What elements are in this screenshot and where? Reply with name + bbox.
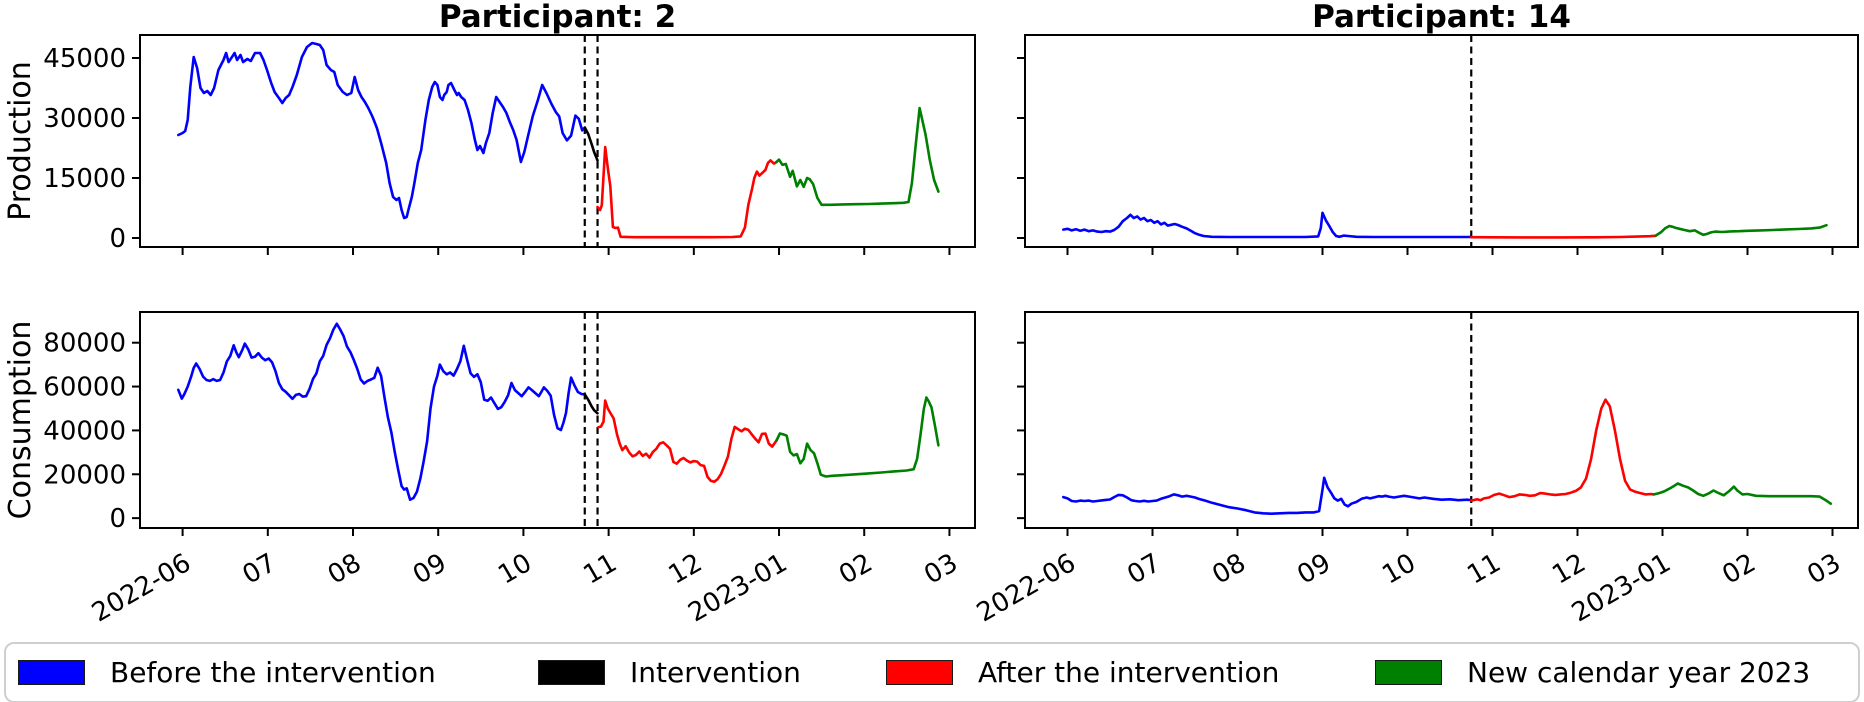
x-tick-label: 10 — [493, 548, 537, 591]
legend-item-new-year-2023: New calendar year 2023 — [1375, 656, 1810, 690]
panel-title-participant-2: Participant: 2 — [438, 0, 677, 35]
y-tick-label: 15000 — [43, 164, 126, 194]
x-tick-label: 2022-06 — [972, 548, 1081, 628]
legend-swatch-green — [1375, 660, 1442, 685]
legend-label: New calendar year 2023 — [1467, 656, 1811, 689]
x-tick-label: 03 — [919, 548, 963, 591]
series-after-the-intervention — [596, 145, 778, 239]
y-tick-label: 80000 — [43, 329, 126, 359]
x-tick-label: 10 — [1377, 548, 1421, 591]
x-tick-label: 07 — [238, 548, 282, 591]
production-plot-participant-14 — [1017, 34, 1859, 255]
axes-frame — [139, 34, 976, 248]
panel-title-participant-14: Participant: 14 — [1312, 0, 1571, 35]
x-tick-label: 11 — [1462, 548, 1506, 591]
y-tick-label: 20000 — [43, 460, 126, 490]
legend: Before the intervention Intervention Aft… — [4, 642, 1860, 702]
x-tick-label: 2022-06 — [87, 548, 196, 628]
series-after-the-intervention — [597, 399, 778, 483]
series-new-calendar-year-2023 — [775, 396, 940, 478]
legend-label: Intervention — [630, 656, 801, 689]
series-after-the-intervention — [1469, 398, 1656, 502]
series-intervention — [583, 126, 599, 162]
x-tick-label: 11 — [578, 548, 622, 591]
x-tick-label: 2023-01 — [1567, 548, 1676, 628]
series-before-the-intervention — [176, 41, 587, 220]
axes-frame — [1024, 311, 1859, 529]
y-tick-label: 30000 — [43, 104, 126, 134]
x-tick-label: 12 — [664, 548, 708, 591]
production-plot-participant-2: 0 15000 30000 45000 — [43, 34, 976, 255]
legend-item-after-intervention: After the intervention — [886, 656, 1279, 690]
y-axis-label-consumption: Consumption — [3, 320, 38, 520]
legend-label: After the intervention — [978, 656, 1280, 689]
x-tick-label: 09 — [408, 548, 452, 591]
series-new-calendar-year-2023 — [775, 106, 940, 207]
x-tick-label: 02 — [834, 548, 878, 591]
x-tick-label: 03 — [1802, 548, 1846, 591]
series-after-the-intervention — [1469, 234, 1658, 239]
series-before-the-intervention — [176, 322, 587, 501]
legend-label: Before the intervention — [110, 656, 436, 689]
legend-item-before-intervention: Before the intervention — [18, 656, 436, 690]
legend-swatch-red — [886, 660, 953, 685]
y-tick-label: 0 — [109, 224, 126, 254]
legend-item-intervention: Intervention — [538, 656, 801, 690]
x-tick-label: 02 — [1717, 548, 1761, 591]
x-tick-label: 08 — [1207, 548, 1251, 591]
y-tick-label: 0 — [109, 504, 126, 534]
legend-swatch-blue — [18, 660, 85, 685]
series-before-the-intervention — [1061, 211, 1473, 239]
y-tick-label: 45000 — [43, 44, 126, 74]
x-tick-label: 2023-01 — [683, 548, 792, 628]
series-before-the-intervention — [1061, 476, 1473, 515]
x-tick-label: 12 — [1547, 548, 1591, 591]
x-tick-label: 09 — [1292, 548, 1336, 591]
x-tick-label: 07 — [1122, 548, 1166, 591]
axes-frame — [139, 311, 976, 529]
x-tick-label: 08 — [323, 548, 367, 591]
series-new-calendar-year-2023 — [1654, 223, 1828, 237]
y-tick-label: 60000 — [43, 373, 126, 403]
y-tick-label: 40000 — [43, 416, 126, 446]
y-axis-label-production: Production — [3, 61, 38, 221]
series-intervention — [583, 393, 599, 415]
series-new-calendar-year-2023 — [1652, 482, 1833, 505]
axes-frame — [1024, 34, 1859, 248]
legend-swatch-black — [538, 660, 605, 685]
